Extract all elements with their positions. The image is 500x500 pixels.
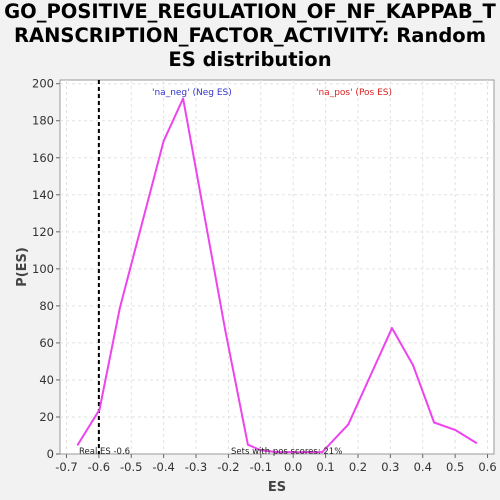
data-point	[162, 140, 165, 143]
data-point	[433, 421, 436, 424]
x-tick-label: 0.3	[381, 460, 399, 474]
x-tick-label: 0.1	[316, 460, 334, 474]
x-tick-label: -0.3	[185, 460, 207, 474]
plot-area	[59, 79, 495, 455]
y-tick-label: 100	[32, 262, 54, 276]
y-tick-label: 140	[32, 188, 54, 202]
y-tick-label: 160	[32, 151, 54, 165]
annotation-pos-scores: Sets with pos scores: 21%	[231, 447, 342, 457]
x-tick-label: -0.7	[55, 460, 77, 474]
x-tick-label: -0.5	[120, 460, 142, 474]
chart-title-line-3: ES distribution	[168, 48, 332, 71]
y-tick-label: 80	[39, 299, 54, 313]
data-point	[475, 441, 478, 444]
chart-title-line-2: RANSCRIPTION_FACTOR_ACTIVITY: Random	[13, 24, 487, 47]
data-point	[292, 451, 295, 454]
data-point	[347, 423, 350, 426]
data-point	[412, 364, 415, 367]
data-point	[259, 449, 262, 452]
data-point	[76, 443, 79, 446]
y-tick-label: 40	[39, 373, 54, 387]
data-point	[321, 451, 324, 454]
y-tick-label: 120	[32, 225, 54, 239]
x-tick-label: -0.4	[152, 460, 174, 474]
y-axis-label: P(ES)	[15, 247, 30, 287]
series-group	[76, 97, 478, 454]
x-axis-label: ES	[268, 480, 286, 495]
y-tick-label: 20	[39, 410, 54, 424]
chart-title-line-1: GO_POSITIVE_REGULATION_OF_NF_KAPPAB_T	[4, 0, 496, 23]
y-tick-label: 180	[32, 114, 54, 128]
legend-pos: 'na_pos' (Pos ES)	[316, 88, 392, 98]
x-tick-label: -0.6	[88, 460, 110, 474]
data-point	[276, 451, 278, 454]
annotation-real-es: Real ES -0.6	[79, 447, 130, 457]
x-tick-label: 0.0	[284, 460, 302, 474]
data-point	[390, 327, 393, 330]
data-point	[182, 97, 185, 100]
data-point	[308, 451, 311, 454]
chart-title: GO_POSITIVE_REGULATION_OF_NF_KAPPAB_T RA…	[0, 0, 500, 72]
legend-neg: 'na_neg' (Neg ES)	[152, 88, 232, 98]
data-point	[98, 408, 101, 411]
x-tick-label: 0.2	[349, 460, 367, 474]
grid	[60, 80, 494, 454]
x-tick-label: 0.6	[478, 460, 496, 474]
y-tick-label: 0	[47, 447, 54, 461]
distribution-line	[76, 97, 477, 454]
x-tick-label: 0.4	[414, 460, 432, 474]
data-point	[118, 306, 121, 309]
data-point	[454, 428, 457, 431]
y-tick-label: 60	[39, 336, 54, 350]
data-point	[246, 443, 249, 446]
x-tick-label: 0.5	[446, 460, 464, 474]
x-tick-label: -0.2	[217, 460, 239, 474]
data-point	[224, 328, 227, 331]
y-tick-label: 200	[32, 77, 54, 91]
x-tick-label: -0.1	[250, 460, 272, 474]
